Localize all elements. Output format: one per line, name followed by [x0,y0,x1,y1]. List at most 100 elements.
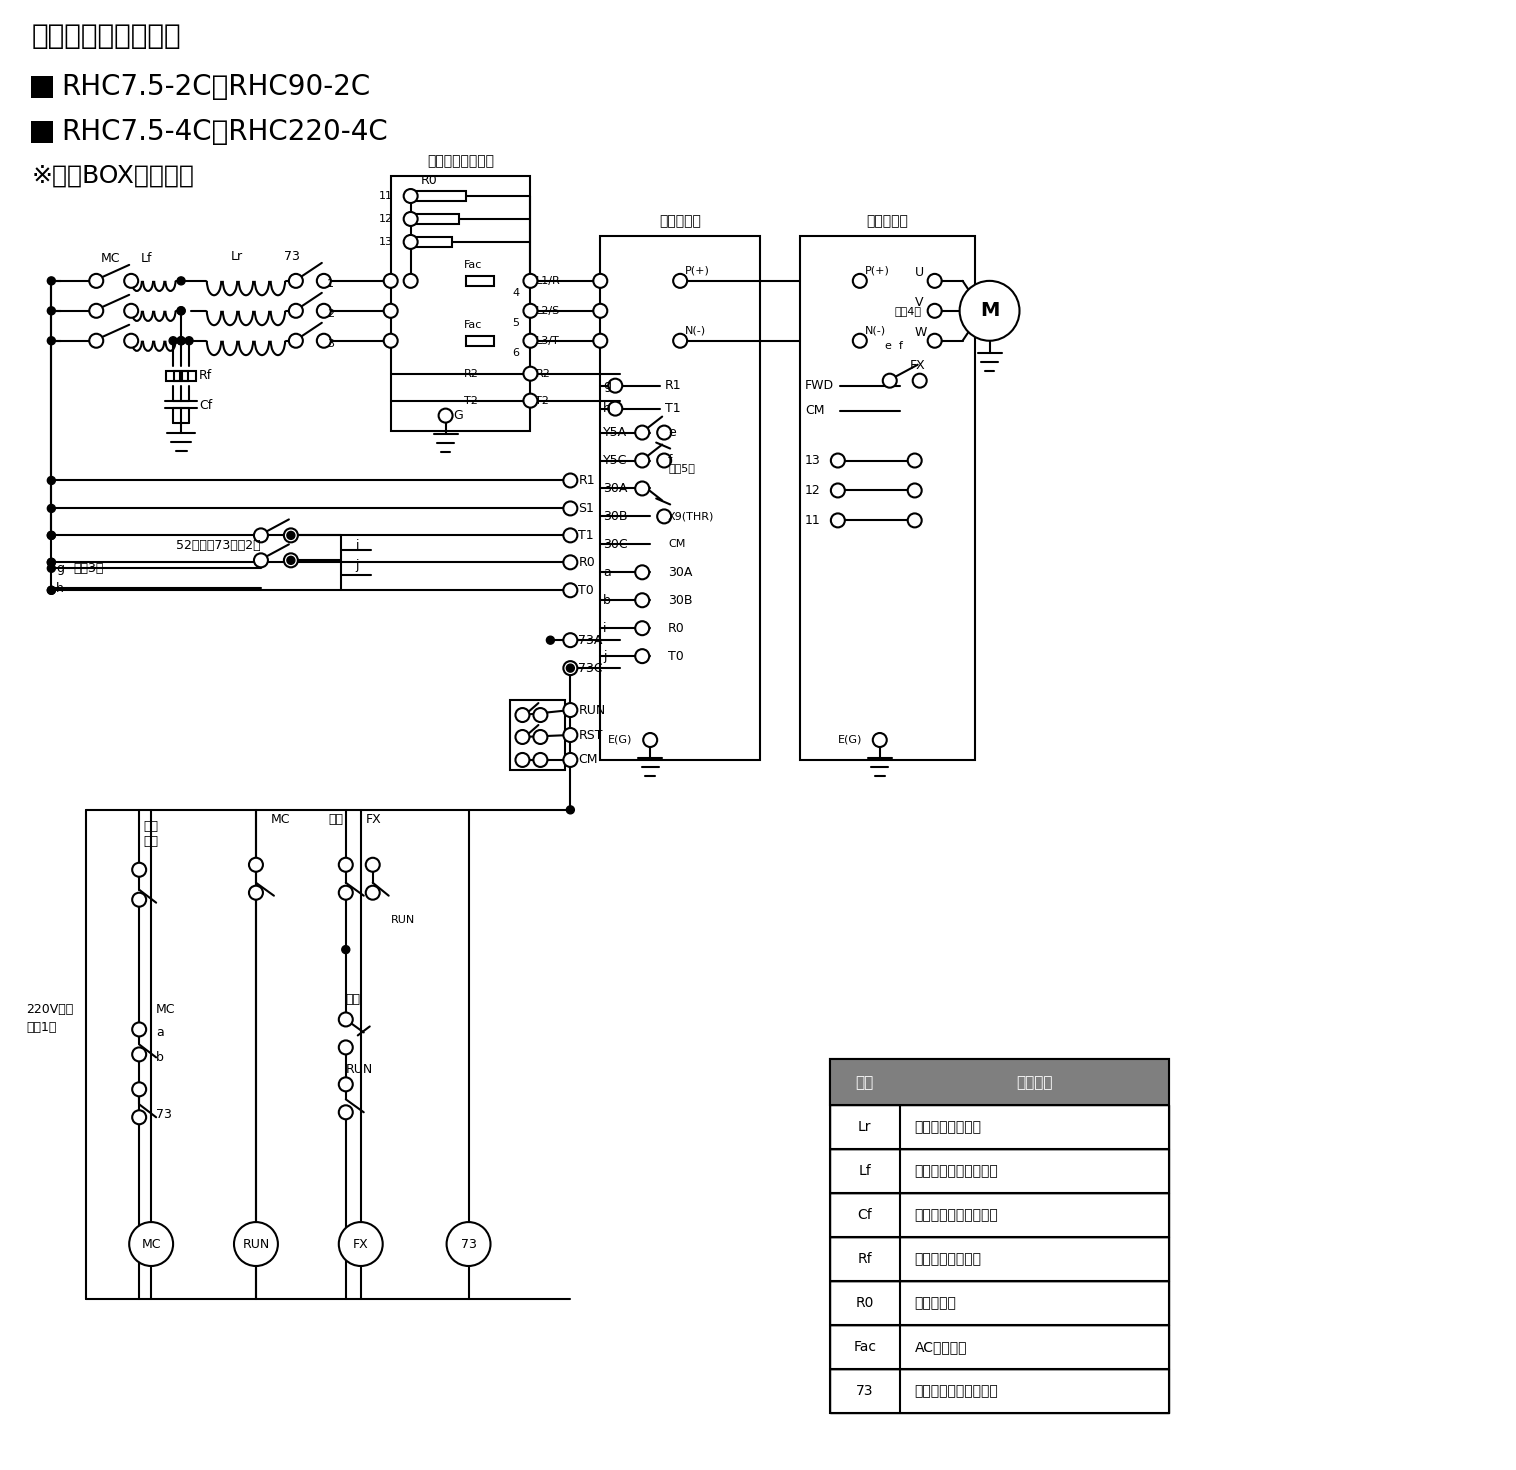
Text: T2: T2 [464,395,478,406]
Text: T0: T0 [669,650,684,663]
Bar [829,1280,1169,1324]
Text: 運転: 運転 [329,813,344,826]
Text: e  f: e f [885,341,902,351]
Circle shape [249,886,262,900]
Circle shape [882,373,897,388]
Text: L3/T: L3/T [535,335,559,345]
Circle shape [290,334,303,348]
Circle shape [47,564,55,572]
Circle shape [47,559,55,566]
Text: 13: 13 [379,237,393,247]
Circle shape [384,334,397,348]
Circle shape [47,504,55,513]
Circle shape [608,379,622,392]
Text: Fac: Fac [464,320,482,329]
Bar [829,1105,1169,1150]
Bar [415,215,458,223]
Circle shape [132,892,146,907]
Circle shape [593,334,608,348]
Text: Lr: Lr [858,1120,872,1135]
Circle shape [523,366,537,381]
Text: 30B: 30B [669,594,693,607]
Circle shape [317,304,330,318]
Bar [829,1194,1169,1238]
Text: i: i [356,539,359,551]
Text: Cf: Cf [858,1208,872,1222]
Circle shape [658,510,672,523]
Text: Fac: Fac [464,260,482,270]
Text: R1: R1 [578,473,594,487]
Circle shape [635,594,649,607]
Text: MC: MC [271,813,291,826]
Text: i: i [603,622,606,635]
Text: ACヒューズ: ACヒューズ [914,1339,967,1354]
Text: （注4）: （注4） [894,306,922,316]
Text: 220V以下: 220V以下 [26,1003,74,1016]
Circle shape [593,304,608,318]
Circle shape [564,501,578,516]
Text: a: a [603,566,611,579]
Circle shape [908,484,922,497]
Text: f: f [669,454,673,467]
Text: 30C: 30C [603,538,628,551]
Text: 部品名称: 部品名称 [1016,1075,1052,1089]
Circle shape [89,304,103,318]
Text: L1/R: L1/R [535,276,561,285]
Circle shape [534,731,547,744]
Text: b: b [603,594,611,607]
Circle shape [403,212,417,226]
Text: L2/S: L2/S [535,306,559,316]
Circle shape [255,528,268,542]
Circle shape [47,307,55,315]
Circle shape [403,273,417,288]
Text: FX: FX [353,1238,368,1251]
Circle shape [831,484,844,497]
Text: RHC7.5-4C～RHC220-4C: RHC7.5-4C～RHC220-4C [61,118,388,146]
Bar [511,700,565,770]
Text: 6: 6 [512,348,520,357]
Circle shape [177,337,185,345]
Text: 52または73（注2）: 52または73（注2） [176,539,261,551]
Circle shape [338,858,353,872]
Text: W: W [914,326,928,340]
Text: CM: CM [805,404,825,417]
Text: ※充電BOX適用時。: ※充電BOX適用時。 [32,165,194,188]
Circle shape [564,556,578,569]
Bar [391,176,531,431]
Text: M: M [979,301,999,320]
Text: 充電回路用電磁接触器: 充電回路用電磁接触器 [914,1383,999,1398]
Text: T1: T1 [666,403,681,415]
Text: MC: MC [156,1003,176,1016]
Bar [182,370,196,381]
Text: T1: T1 [578,529,594,542]
Text: MC: MC [102,253,121,266]
Circle shape [338,1105,353,1119]
Circle shape [635,650,649,663]
Text: インバータ: インバータ [866,215,908,228]
Circle shape [317,273,330,288]
Circle shape [132,1082,146,1097]
Circle shape [515,709,529,722]
Text: FX: FX [910,359,925,372]
Text: RST: RST [578,729,603,741]
Circle shape [643,734,658,747]
Text: E(G): E(G) [608,735,632,745]
Circle shape [515,731,529,744]
Text: 73: 73 [461,1238,476,1251]
Text: 5: 5 [512,318,520,328]
Circle shape [658,426,672,440]
Text: j: j [603,650,606,663]
Circle shape [47,559,55,566]
Circle shape [287,556,296,564]
Circle shape [132,863,146,876]
Text: R0: R0 [669,622,685,635]
Text: Cf: Cf [199,400,212,412]
Text: 73: 73 [156,1108,171,1120]
Circle shape [47,587,55,594]
Text: a: a [156,1026,164,1039]
Bar [415,191,465,201]
Circle shape [534,709,547,722]
Text: コンバータ: コンバータ [659,215,700,228]
Circle shape [89,334,103,348]
Circle shape [129,1222,173,1266]
